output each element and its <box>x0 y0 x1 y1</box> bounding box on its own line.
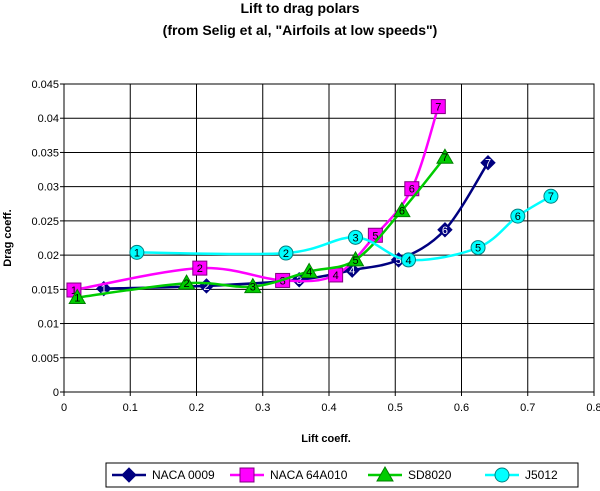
x-tick-label: 0.6 <box>454 402 469 414</box>
data-point: 4 <box>300 262 318 279</box>
legend-label: NACA 64A010 <box>270 468 348 482</box>
y-tick-label: 0.045 <box>31 79 59 91</box>
point-label: 1 <box>71 285 77 297</box>
x-tick-label: 0.3 <box>255 402 270 414</box>
point-label: 6 <box>399 206 405 218</box>
point-label: 4 <box>306 267 312 279</box>
point-label: 7 <box>442 152 448 164</box>
data-point: 7 <box>430 99 446 115</box>
data-point <box>239 467 255 483</box>
point-label: 4 <box>349 265 355 277</box>
point-label: 6 <box>442 225 448 237</box>
data-point: 6 <box>437 222 453 238</box>
y-tick-label: 0.01 <box>38 319 59 331</box>
legend-item: SD8020 <box>368 465 452 482</box>
point-label: 5 <box>396 255 402 267</box>
point-label: 7 <box>548 191 554 203</box>
data-point: 7 <box>480 155 496 171</box>
x-tick-label: 0 <box>61 402 67 414</box>
point-label: 7 <box>435 102 441 114</box>
y-tick-label: 0.04 <box>38 113 59 125</box>
point-label: 1 <box>74 293 80 305</box>
x-tick-label: 0.2 <box>189 402 204 414</box>
data-point: 3 <box>243 277 262 294</box>
point-label: 7 <box>485 158 491 170</box>
x-tick-label: 0.8 <box>586 402 600 414</box>
point-label: 2 <box>184 278 190 290</box>
point-label: 5 <box>372 230 378 242</box>
data-point: 4 <box>401 252 416 268</box>
point-label: 2 <box>283 248 289 260</box>
legend-label: J5012 <box>525 468 558 482</box>
data-point: 6 <box>510 208 526 224</box>
data-point: 2 <box>177 274 196 290</box>
y-tick-label: 0 <box>53 387 59 399</box>
point-label: 2 <box>197 263 203 275</box>
x-tick-label: 0.4 <box>321 402 336 414</box>
point-label: 3 <box>280 275 286 287</box>
data-point: 4 <box>328 267 344 283</box>
chart-title-line-1: Lift to drag polars <box>241 0 360 16</box>
legend-item: NACA 64A010 <box>230 467 348 483</box>
x-tick-label: 0.7 <box>520 402 535 414</box>
point-label: 5 <box>352 255 358 267</box>
point-label: 3 <box>250 282 256 294</box>
data-point: 7 <box>436 148 454 164</box>
y-tick-label: 0.025 <box>31 216 59 228</box>
y-tick-label: 0.005 <box>31 353 59 365</box>
data-point: 2 <box>192 260 208 276</box>
legend-item: J5012 <box>485 467 558 483</box>
data-point: 5 <box>346 250 365 267</box>
data-point <box>121 467 137 483</box>
legend-label: SD8020 <box>408 468 452 482</box>
data-point: 2 <box>278 245 294 261</box>
point-label: 2 <box>203 281 209 293</box>
y-tick-label: 0.035 <box>31 147 59 159</box>
y-tick-label: 0.015 <box>31 284 59 296</box>
x-tick-label: 0.5 <box>388 402 403 414</box>
legend: NACA 0009 NACA 64A010 SD8020 J5012 <box>112 465 558 483</box>
y-tick-labels: 0 0.005 0.01 0.015 0.02 0.025 0.03 0.035 0.04 0.0… <box>31 79 59 399</box>
point-label: 6 <box>409 184 415 196</box>
data-point: 3 <box>348 229 363 245</box>
y-axis-title: Drag coeff. <box>2 209 14 266</box>
data-point: 6 <box>393 201 411 218</box>
x-tick-labels: 0 0.1 0.2 0.3 0.4 0.5 0.6 0.7 0.8 <box>61 402 600 414</box>
point-label: 6 <box>515 211 521 223</box>
x-tick-label: 0.1 <box>123 402 138 414</box>
point-label: 1 <box>134 247 140 259</box>
point-label: 1 <box>101 284 107 296</box>
x-axis-title: Lift coeff. <box>301 433 351 445</box>
y-tick-label: 0.03 <box>38 182 59 194</box>
gridlines <box>60 83 595 396</box>
point-label: 3 <box>352 232 358 244</box>
data-point: 1 <box>68 288 87 305</box>
y-tick-label: 0.02 <box>38 250 59 262</box>
chart-title-line-2: (from Selig et al, "Airfoils at low spee… <box>163 22 438 38</box>
data-point: 1 <box>129 244 145 260</box>
legend-label: NACA 0009 <box>152 468 215 482</box>
legend-item: NACA 0009 <box>112 467 215 483</box>
point-label: 4 <box>333 270 339 282</box>
data-point <box>376 465 394 482</box>
data-point: 7 <box>543 188 559 204</box>
data-point: 5 <box>470 240 486 256</box>
data-point <box>494 467 510 483</box>
point-label: 4 <box>405 255 411 267</box>
point-label: 5 <box>475 243 481 255</box>
